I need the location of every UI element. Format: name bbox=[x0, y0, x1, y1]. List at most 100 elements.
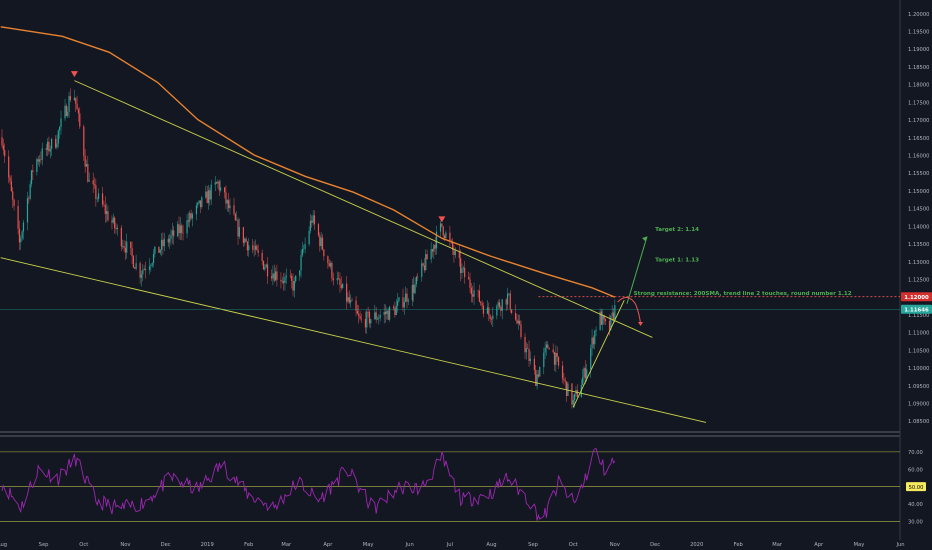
candle bbox=[537, 369, 540, 379]
candle-body bbox=[182, 232, 184, 234]
candle-body bbox=[69, 96, 71, 101]
rsi-value-tag: 50.00 bbox=[906, 482, 926, 492]
candle-body bbox=[234, 214, 236, 221]
candle bbox=[422, 262, 424, 267]
candle-body bbox=[1, 137, 3, 146]
candle bbox=[285, 268, 287, 284]
candle bbox=[234, 212, 236, 222]
candle-body bbox=[36, 159, 38, 172]
candle-body bbox=[210, 184, 212, 200]
rsi-tick-label: 60.00 bbox=[908, 467, 923, 473]
candle-body bbox=[280, 279, 282, 282]
candle-body bbox=[529, 358, 531, 361]
x-tick-label: Oct bbox=[569, 542, 578, 548]
candle-body bbox=[567, 383, 569, 396]
candle-body bbox=[140, 274, 143, 278]
candle-body bbox=[468, 277, 470, 280]
candle-body bbox=[313, 215, 316, 225]
candle bbox=[557, 356, 560, 369]
candle bbox=[264, 264, 266, 272]
candle-body bbox=[539, 367, 541, 377]
candle bbox=[215, 181, 218, 184]
candle-body bbox=[451, 241, 454, 250]
y-tick-label: 1.10500 bbox=[908, 348, 929, 354]
candle-body bbox=[464, 267, 466, 278]
candle bbox=[218, 179, 220, 196]
candle bbox=[584, 360, 586, 385]
y-tick-label: 1.09500 bbox=[908, 384, 929, 390]
candle-body bbox=[49, 148, 51, 152]
candle-body bbox=[331, 262, 333, 278]
candle bbox=[68, 91, 70, 119]
candle bbox=[48, 136, 50, 155]
candle-body bbox=[347, 297, 349, 302]
candle-body bbox=[328, 263, 330, 267]
candle-body bbox=[32, 170, 34, 172]
candle-body bbox=[206, 191, 208, 204]
candle-body bbox=[453, 249, 455, 255]
down-arrow-icon bbox=[70, 71, 78, 78]
candle bbox=[304, 237, 306, 254]
candle bbox=[163, 232, 165, 252]
candle-body bbox=[152, 253, 155, 263]
candle-body bbox=[498, 302, 501, 308]
candle-body bbox=[431, 249, 434, 252]
candle-body bbox=[299, 270, 301, 276]
candle bbox=[248, 238, 250, 257]
candle-body bbox=[374, 312, 376, 320]
y-tick-label: 1.14500 bbox=[908, 207, 929, 213]
x-tick-label: Dec bbox=[161, 542, 171, 548]
candle bbox=[139, 261, 141, 284]
candle bbox=[300, 249, 302, 278]
candle-body bbox=[411, 284, 413, 301]
candle bbox=[150, 263, 152, 272]
candle-body bbox=[392, 306, 395, 309]
candle bbox=[262, 260, 265, 271]
y-tick-label: 1.15000 bbox=[908, 189, 929, 195]
candle bbox=[76, 95, 78, 110]
candle-body bbox=[544, 347, 546, 353]
candle bbox=[238, 218, 240, 240]
candle-body bbox=[506, 293, 509, 305]
candle-body bbox=[186, 220, 188, 234]
candle-body bbox=[97, 193, 100, 199]
candle-body bbox=[122, 245, 124, 247]
candle-body bbox=[83, 126, 85, 156]
x-tick-label: Sep bbox=[39, 542, 49, 548]
candle bbox=[600, 309, 603, 326]
candle-body bbox=[256, 245, 258, 251]
candle bbox=[595, 326, 597, 337]
candle bbox=[614, 299, 616, 323]
candle bbox=[9, 175, 11, 185]
candle-body bbox=[406, 293, 408, 302]
candle-body bbox=[218, 181, 220, 191]
candle bbox=[265, 263, 267, 268]
sma-200-line bbox=[0, 26, 616, 298]
candle bbox=[458, 244, 460, 267]
candle-body bbox=[586, 369, 588, 379]
candle-body bbox=[355, 300, 357, 311]
candle bbox=[370, 318, 372, 329]
candle-body bbox=[348, 297, 350, 303]
candle bbox=[525, 342, 527, 360]
candle bbox=[515, 304, 517, 321]
candle-body bbox=[407, 300, 409, 302]
candle-body bbox=[79, 113, 81, 127]
candle-body bbox=[75, 97, 77, 104]
candle-body bbox=[356, 310, 358, 314]
candle bbox=[359, 310, 361, 321]
candle-body bbox=[132, 256, 135, 268]
candle-body bbox=[595, 329, 597, 331]
candle bbox=[536, 370, 538, 390]
candle bbox=[197, 201, 199, 209]
candle-body bbox=[2, 145, 4, 151]
candle bbox=[96, 196, 98, 203]
candle bbox=[317, 222, 320, 238]
candle bbox=[126, 233, 128, 259]
x-tick-label: Feb bbox=[734, 542, 744, 548]
candle-body bbox=[51, 138, 53, 149]
candle-body bbox=[209, 190, 211, 200]
candle-body bbox=[163, 238, 165, 247]
candle bbox=[69, 88, 71, 103]
